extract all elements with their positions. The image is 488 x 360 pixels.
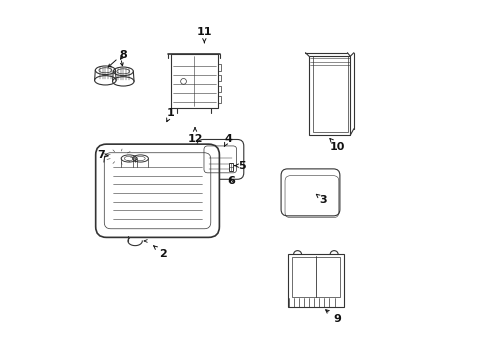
Text: 4: 4 xyxy=(224,134,232,147)
Text: 2: 2 xyxy=(153,246,166,258)
FancyBboxPatch shape xyxy=(196,139,244,179)
Bar xyxy=(217,86,221,92)
Text: 5: 5 xyxy=(234,161,245,171)
Bar xyxy=(291,257,339,297)
Text: 8: 8 xyxy=(119,50,127,60)
FancyBboxPatch shape xyxy=(96,144,219,237)
Bar xyxy=(313,56,347,132)
Text: 6: 6 xyxy=(226,176,234,186)
Bar xyxy=(308,56,349,135)
Bar xyxy=(217,96,221,103)
Text: 10: 10 xyxy=(329,139,345,152)
Bar xyxy=(171,54,217,108)
FancyBboxPatch shape xyxy=(281,169,339,216)
Bar xyxy=(217,64,221,71)
Text: 12: 12 xyxy=(187,128,203,144)
Text: 3: 3 xyxy=(316,194,326,205)
Bar xyxy=(287,254,344,307)
Bar xyxy=(217,75,221,81)
Text: 1: 1 xyxy=(166,108,175,122)
Text: 7: 7 xyxy=(97,150,108,160)
Bar xyxy=(228,163,233,171)
Text: 11: 11 xyxy=(196,27,212,43)
Text: 9: 9 xyxy=(325,310,340,324)
